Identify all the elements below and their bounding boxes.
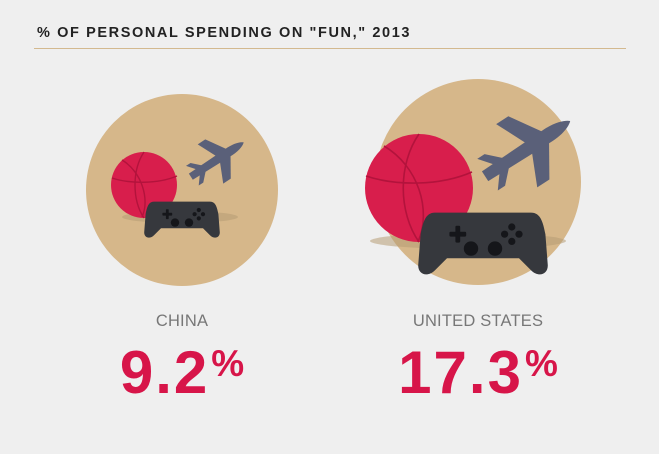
value-number-china: 9.2 bbox=[119, 339, 210, 406]
game-controller-icon bbox=[418, 212, 548, 275]
airplane-icon bbox=[185, 139, 244, 186]
united-states-illustration bbox=[365, 79, 581, 285]
value-number-united-states: 17.3 bbox=[398, 339, 523, 406]
basketball-icon bbox=[111, 151, 178, 219]
country-panel-china: CHINA 9.2% bbox=[32, 0, 332, 454]
game-controller-icon bbox=[144, 201, 220, 238]
value-percent-sign-china: % bbox=[211, 343, 245, 384]
value-label-united-states: 17.3% bbox=[328, 338, 628, 407]
title-underline bbox=[34, 48, 626, 49]
country-label-united-states: UNITED STATES bbox=[412, 312, 544, 330]
chart-title: % OF PERSONAL SPENDING ON "FUN," 2013 bbox=[37, 25, 412, 41]
country-panel-united-states: UNITED STATES 17.3% bbox=[328, 0, 628, 454]
china-background-circle bbox=[86, 94, 278, 286]
airplane-icon bbox=[477, 116, 571, 191]
value-label-china: 9.2% bbox=[32, 338, 332, 407]
country-label-china: CHINA bbox=[155, 312, 209, 330]
china-illustration bbox=[86, 94, 278, 286]
value-percent-sign-united-states: % bbox=[524, 343, 558, 384]
